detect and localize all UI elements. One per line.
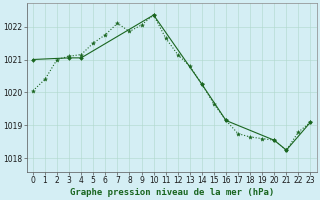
X-axis label: Graphe pression niveau de la mer (hPa): Graphe pression niveau de la mer (hPa) [69, 188, 274, 197]
